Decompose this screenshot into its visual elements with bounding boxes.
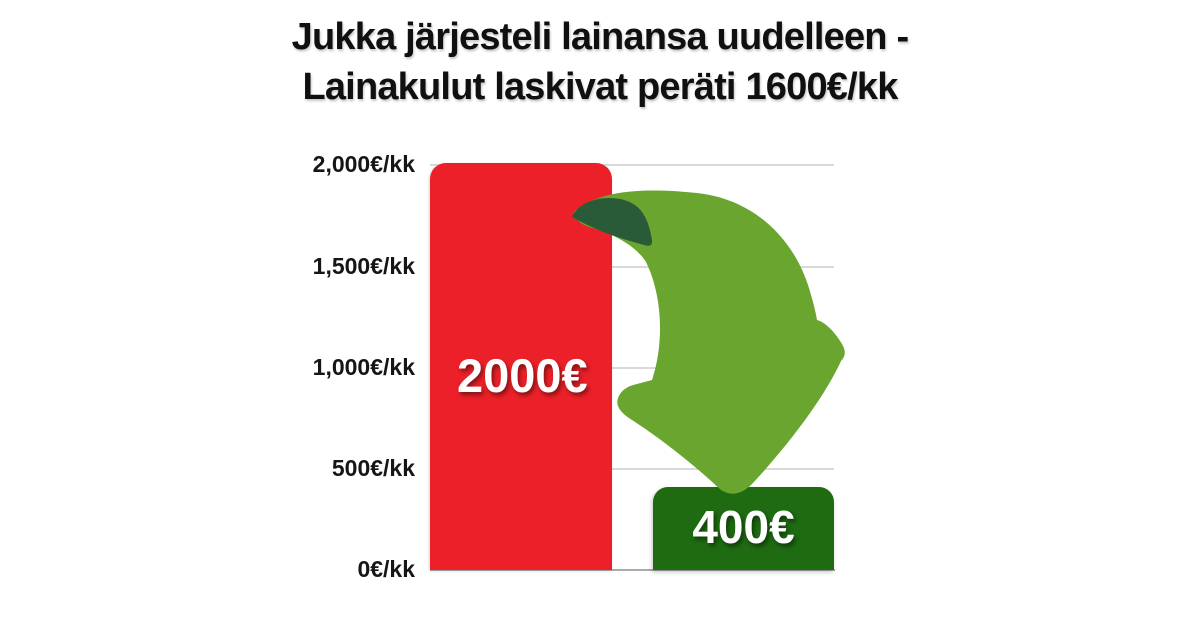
y-tick-label: 2,000€/kk <box>312 151 415 177</box>
title-line-2: Lainakulut laskivat peräti 1600€/kk <box>302 66 898 108</box>
bar-after-value: 400€ <box>692 501 795 553</box>
y-tick-label: 1,500€/kk <box>312 253 415 279</box>
down-arrow-ribbon <box>574 190 845 494</box>
page-title: Jukka järjesteli lainansa uudelleen - La… <box>0 12 1200 112</box>
y-tick-label: 1,000€/kk <box>312 354 415 380</box>
y-tick-label: 500€/kk <box>331 455 415 481</box>
bar-after: 400€ <box>653 487 834 570</box>
title-line-1: Jukka järjesteli lainansa uudelleen - <box>291 16 909 58</box>
bar-before: 2000€ <box>430 163 612 570</box>
x-axis-line <box>430 569 835 571</box>
y-tick-label: 0€/kk <box>357 556 415 582</box>
bar-before-value: 2000€ <box>457 349 588 402</box>
gridline-2000 <box>430 164 834 166</box>
